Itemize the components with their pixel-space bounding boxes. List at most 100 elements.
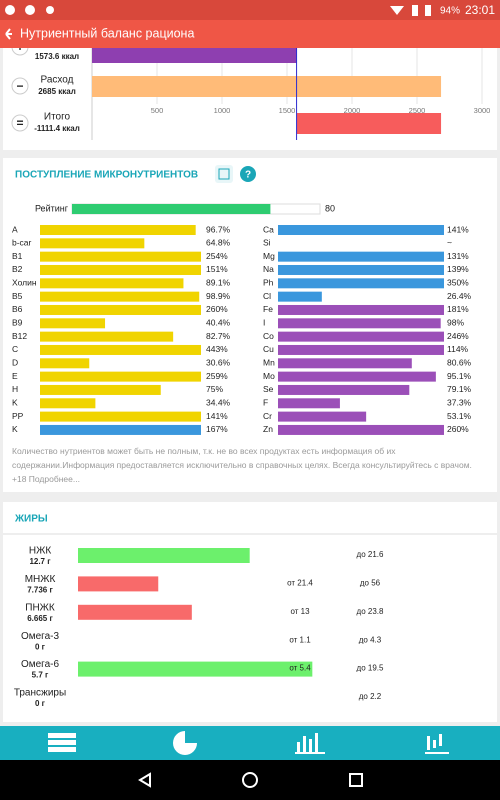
nutrient-bar	[40, 398, 96, 409]
nutrient-bar	[40, 318, 106, 329]
nutrient-value: 96.7%	[206, 224, 231, 234]
nutrient-value: 254%	[206, 251, 228, 261]
nutrient-bar	[40, 331, 174, 342]
fat-max: до 56	[360, 579, 381, 588]
nutrient-bar	[278, 358, 412, 369]
nutrient-name: B2	[12, 264, 23, 274]
rating-label: Рейтинг	[35, 203, 69, 213]
nutrient-bar	[278, 411, 367, 422]
energy-bar	[296, 113, 442, 134]
nutrient-bar	[40, 225, 196, 235]
nutrient-bar	[40, 411, 201, 422]
nutrient-bar	[40, 238, 145, 249]
nutrient-bar	[40, 304, 201, 315]
nutrient-name: B6	[12, 304, 23, 314]
fat-bar	[78, 604, 192, 620]
fat-min: от 5.4	[289, 664, 311, 673]
nutrient-name: B9	[12, 318, 23, 328]
nutrient-bar	[278, 251, 444, 262]
nutrient-value: 350%	[447, 278, 469, 288]
nutrient-name: Cu	[263, 344, 274, 354]
energy-bar	[92, 76, 442, 97]
nutrient-value: 75%	[206, 384, 223, 394]
battery: 94%	[440, 6, 460, 17]
nav-recents[interactable]	[349, 773, 363, 787]
fat-min: от 1.1	[289, 635, 311, 644]
fat-amount: 6.665 г	[27, 614, 53, 623]
nutrient-value: 114%	[447, 344, 469, 354]
nav-candles[interactable]	[425, 734, 449, 754]
nutrient-name: F	[263, 398, 268, 408]
nutrient-bar	[40, 264, 201, 275]
x-tick-label: 2000	[344, 106, 361, 115]
app-bar	[0, 20, 500, 48]
nutrient-value: 259%	[206, 371, 228, 381]
fat-amount: 5.7 г	[32, 671, 49, 680]
nutrient-name: b-car	[12, 238, 32, 248]
nutrient-name: Cl	[263, 291, 271, 301]
fat-name: НЖК	[29, 546, 51, 557]
nutrient-value: 260%	[206, 304, 228, 314]
table-icon	[218, 168, 230, 180]
nutrient-value: 246%	[447, 331, 469, 341]
back-button[interactable]	[5, 28, 12, 40]
nutrient-name: Cr	[263, 411, 272, 421]
nutrient-value: 30.6%	[206, 358, 231, 368]
nutrient-value: 260%	[447, 424, 469, 434]
disclaimer: Количество нутриентов может быть не полн…	[12, 446, 472, 484]
nutrient-name: K	[12, 424, 18, 434]
system-nav	[0, 760, 500, 800]
nutrient-value: 141%	[447, 224, 469, 234]
nutrient-value: 139%	[447, 264, 469, 274]
x-tick-label: 1000	[214, 106, 231, 115]
nutrient-name: Zn	[263, 424, 273, 434]
x-tick-label: 1500	[279, 106, 296, 115]
nutrient-name: Mg	[263, 251, 275, 261]
nutrient-bar	[278, 318, 441, 329]
nutrient-value: 167%	[206, 424, 228, 434]
row-name: Расход	[41, 75, 74, 86]
fat-amount: 0 г	[35, 642, 46, 651]
fat-max: до 23.8	[357, 607, 384, 616]
rating-bar	[72, 204, 271, 214]
status-icon	[46, 6, 54, 14]
status-bar	[0, 0, 500, 20]
nutrient-bar	[40, 291, 200, 302]
nav-pie[interactable]	[173, 731, 197, 755]
help-button[interactable]	[240, 166, 256, 182]
fat-amount: 0 г	[35, 699, 46, 708]
nutrient-bar	[40, 251, 201, 262]
bottom-nav	[0, 726, 500, 760]
fat-min: от 21.4	[287, 579, 313, 588]
app-title: Нутриентный баланс рациона	[20, 26, 194, 40]
nutrient-value: 89.1%	[206, 278, 231, 288]
fat-bar	[78, 576, 159, 592]
nutrient-value: 53.1%	[447, 411, 472, 421]
nutrient-name: PP	[12, 411, 24, 421]
nutrient-name: Холин	[12, 278, 37, 288]
nutrient-value: 95.1%	[447, 371, 472, 381]
fat-min: от 13	[290, 607, 310, 616]
nutrient-name: D	[12, 358, 18, 368]
nav-bars[interactable]	[295, 733, 325, 754]
nav-list[interactable]	[48, 733, 76, 752]
table-button[interactable]	[215, 165, 233, 183]
nutrient-name: C	[12, 344, 18, 354]
nutrient-name: Si	[263, 238, 271, 248]
nutrient-bar	[278, 304, 444, 315]
nav-home[interactable]	[242, 772, 258, 788]
nutrient-bar	[278, 264, 444, 275]
nutrient-value: 37.3%	[447, 398, 472, 408]
nutrient-bar	[40, 278, 184, 289]
fat-max: до 4.3	[359, 635, 382, 644]
nutrient-bar	[278, 344, 444, 355]
nutrient-name: Mn	[263, 358, 275, 368]
sign-badge	[11, 114, 29, 132]
nutrient-value: 34.4%	[206, 398, 231, 408]
nutrient-value: 80.6%	[447, 358, 472, 368]
nutrient-value: 131%	[447, 251, 469, 261]
nav-back[interactable]	[138, 772, 151, 788]
nutrient-name: A	[12, 224, 18, 234]
